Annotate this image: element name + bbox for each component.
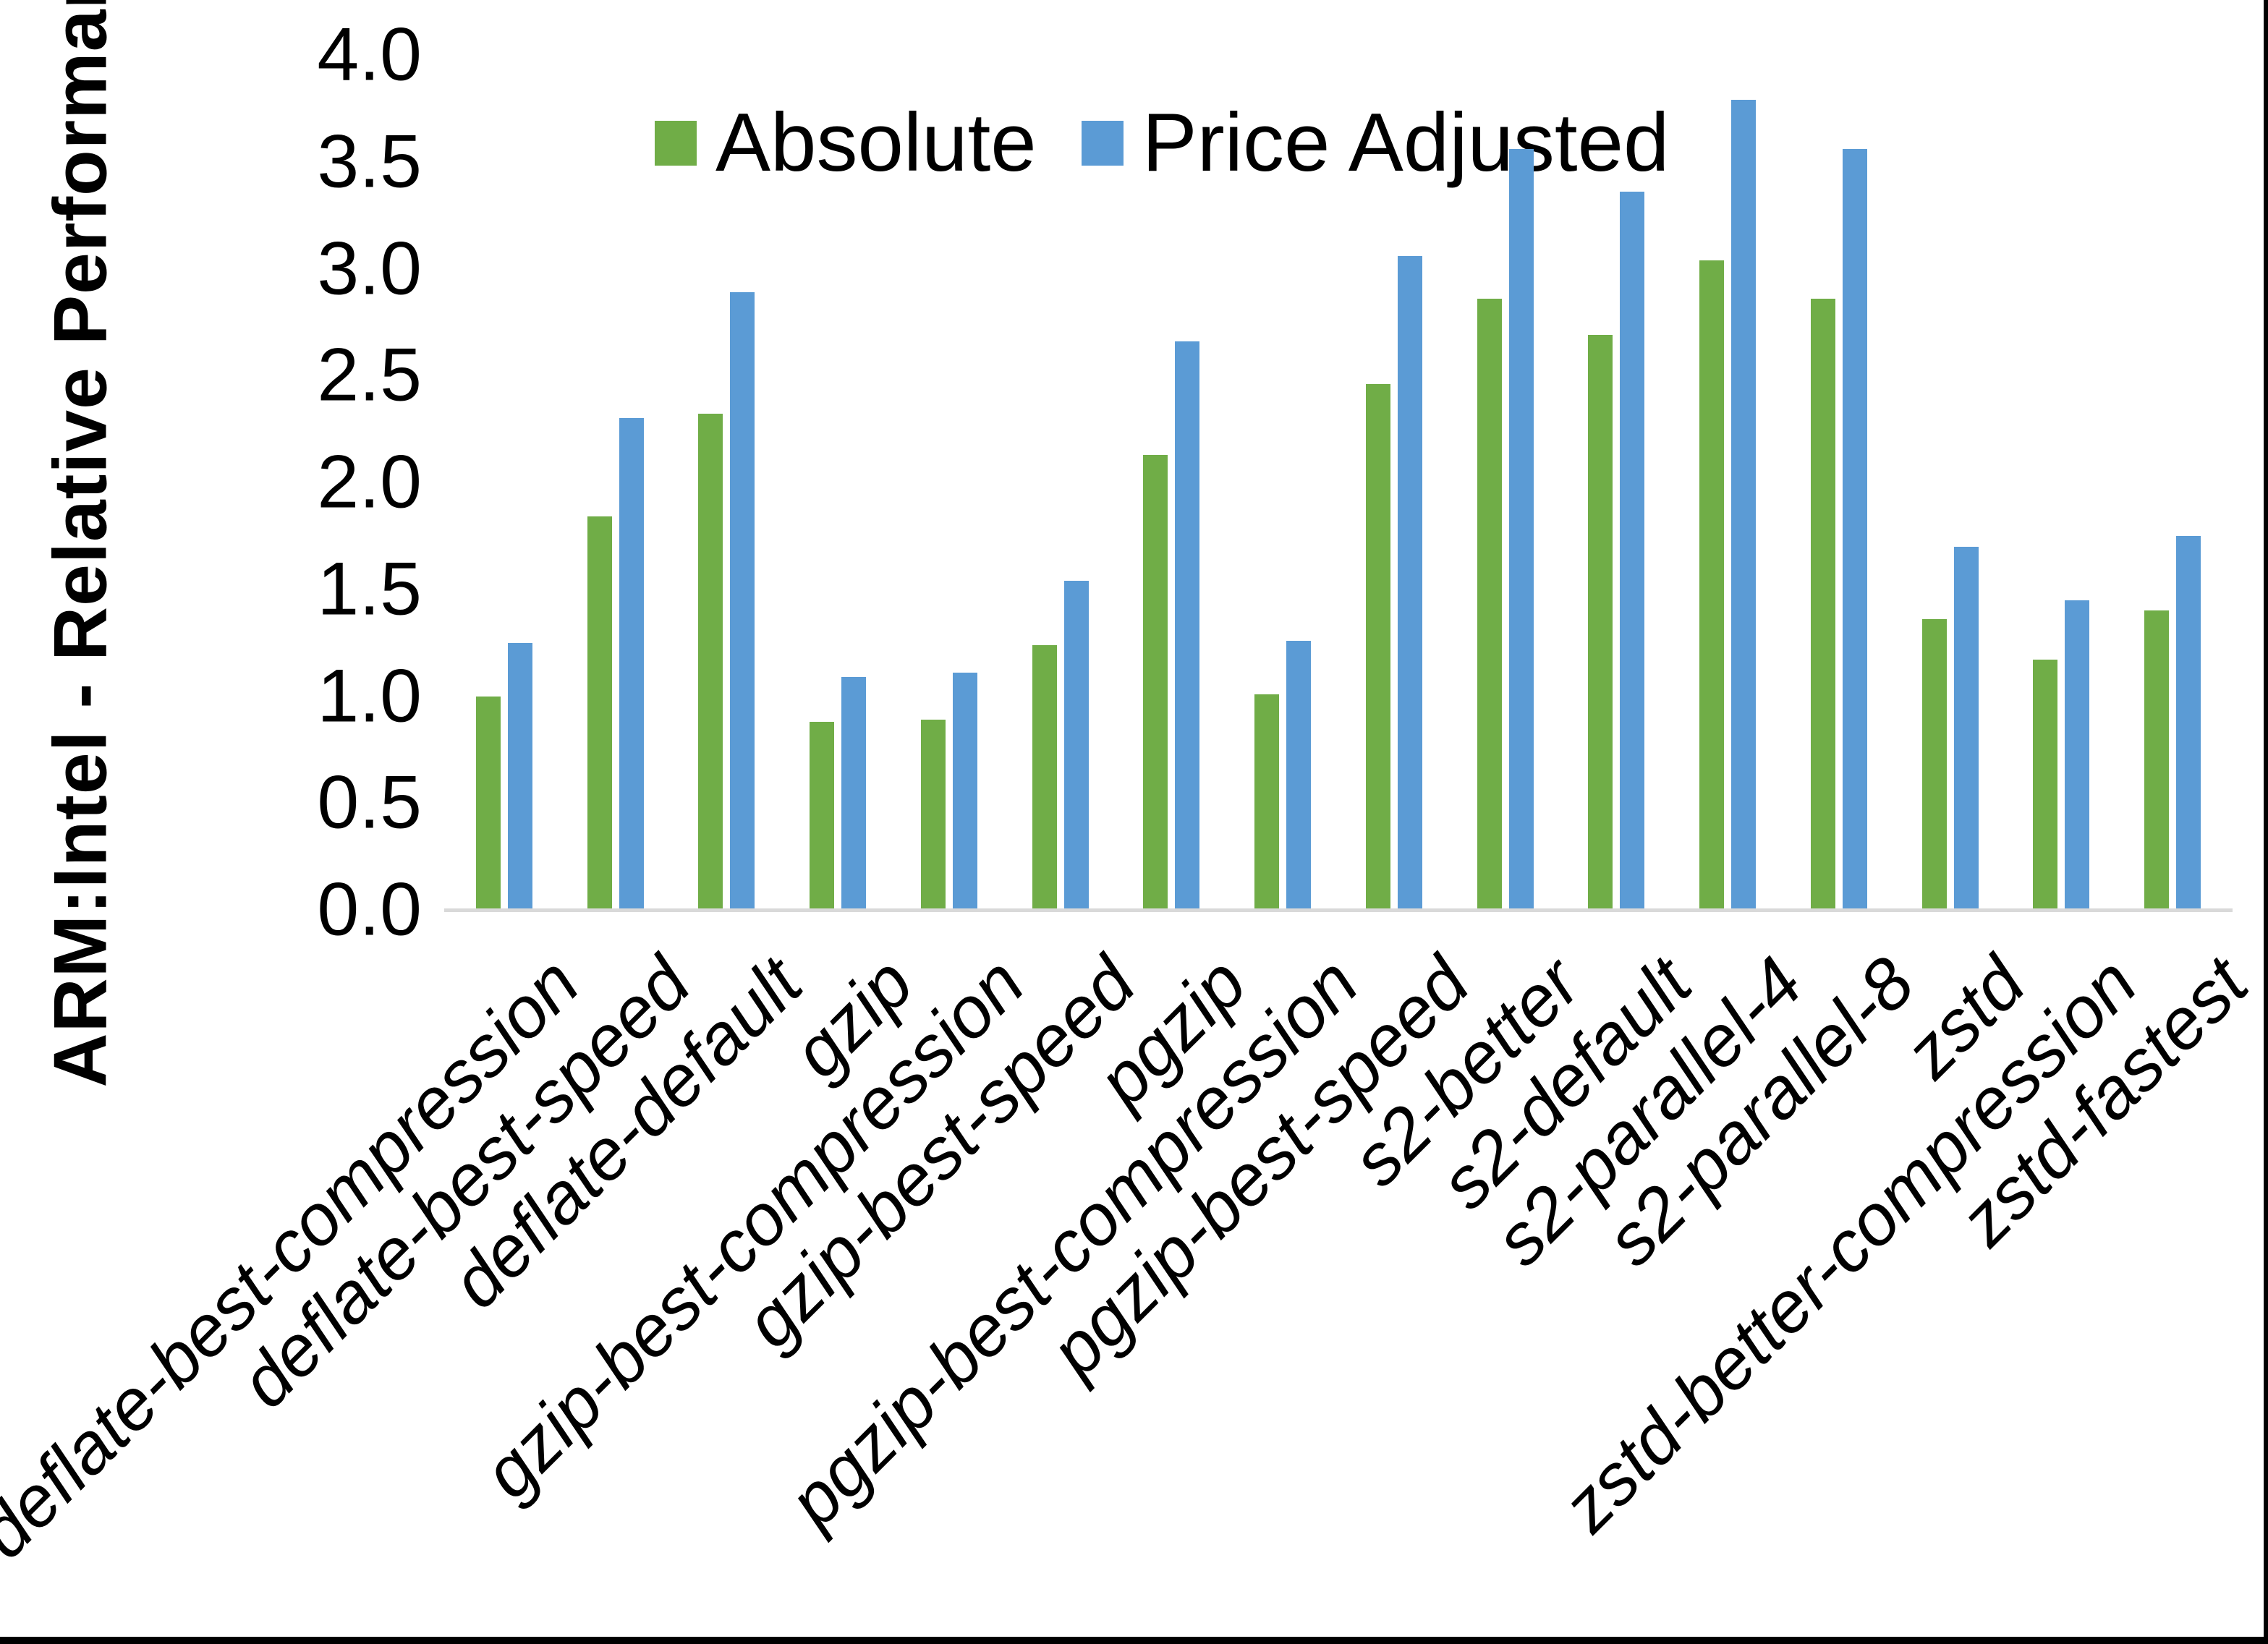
bar-absolute-s2-parallel-4 [1699,260,1725,910]
y-tick-label: 0.5 [317,760,422,845]
bar-absolute-gzip-best-speed [1032,644,1057,910]
bar-price-adjusted-zstd-fastest [2176,535,2201,910]
bar-price-adjusted-pgzip-best-compression [1286,640,1312,910]
screenshot-bottom-border [0,1637,2268,1644]
bar-absolute-pgzip [1143,454,1168,910]
bar-absolute-deflate-default [698,414,723,910]
bar-price-adjusted-gzip-best-speed [1063,580,1089,910]
bar-absolute-zstd-fastest [2144,610,2170,910]
bar-absolute-s2-parallel-8 [1810,298,1835,910]
y-tick-label: 0.0 [317,867,422,952]
legend: Absolute Price Adjusted [655,95,1669,190]
bar-price-adjusted-deflate-default [730,292,755,910]
bar-price-adjusted-deflate-best-compression [507,642,532,910]
bar-price-adjusted-gzip [841,676,867,910]
y-axis-title: ARM:Intel - Relative Performance [38,0,123,1088]
bar-price-adjusted-deflate-best-speed [619,418,644,910]
bar-absolute-deflate-best-compression [475,696,501,910]
bar-absolute-gzip [810,721,835,910]
legend-swatch-icon [655,120,697,166]
bar-absolute-s2-default [1588,335,1613,910]
legend-item-price-adjusted: Price Adjusted [1081,95,1670,190]
legend-label: Price Adjusted [1142,97,1670,189]
bar-price-adjusted-s2-parallel-4 [1731,100,1757,910]
bar-price-adjusted-gzip-best-compression [952,672,977,910]
x-axis-line [444,908,2233,912]
legend-label: Absolute [715,97,1037,189]
bar-price-adjusted-zstd [1953,546,1979,910]
bar-absolute-pgzip-best-compression [1254,694,1280,910]
y-tick-label: 1.0 [317,654,422,738]
bar-absolute-gzip-best-compression [920,720,946,910]
bar-absolute-s2-better [1477,298,1502,910]
bar-price-adjusted-pgzip [1175,341,1200,910]
y-tick-label: 3.0 [317,226,422,310]
bar-absolute-pgzip-best-speed [1365,384,1390,910]
bar-price-adjusted-zstd-better-compression [2065,600,2090,910]
bar-absolute-deflate-best-speed [587,516,612,910]
y-tick-label: 1.5 [317,547,422,631]
legend-item-absolute: Absolute [655,95,1037,190]
bar-price-adjusted-s2-better [1508,149,1534,910]
bar-price-adjusted-pgzip-best-speed [1397,255,1422,910]
legend-swatch-icon [1081,120,1124,166]
bar-absolute-zstd [1921,619,1947,910]
screenshot-right-border [2264,0,2268,1644]
bar-absolute-zstd-better-compression [2033,660,2058,910]
bar-price-adjusted-s2-parallel-8 [1842,149,1867,910]
y-tick-label: 3.5 [317,119,422,204]
y-tick-label: 4.0 [317,12,422,97]
bar-price-adjusted-s2-default [1620,192,1645,910]
y-tick-label: 2.5 [317,333,422,417]
y-tick-label: 2.0 [317,440,422,524]
